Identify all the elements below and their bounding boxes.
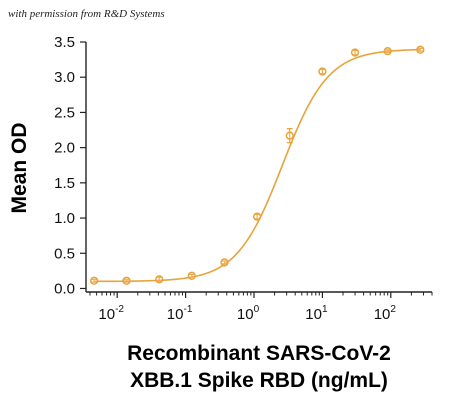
y-tick-label: 3.0 [54,69,75,86]
y-tick-label: 2.5 [54,104,75,121]
y-tick-label: 0.0 [54,280,75,297]
x-tick-exponent: 1 [322,304,328,315]
x-axis-title-line-2: XBB.1 Spike RBD (ng/mL) [130,369,388,392]
data-point [252,212,262,221]
y-axis-title: Mean OD [8,122,31,213]
plot-area: 0.00.51.01.52.02.53.03.510-2 10-1 100 101 10… [8,34,433,392]
x-tick-label: 101 [305,304,328,323]
x-tick-base: 10 [305,306,322,323]
y-tick-label: 0.5 [54,245,75,262]
x-tick-exponent: 0 [254,304,260,315]
x-axis-title-line-1: Recombinant SARS-CoV-2 [127,342,391,365]
y-tick-label: 1.5 [54,175,75,192]
y-tick-label: 3.5 [54,34,75,51]
data-point [220,258,229,267]
credit-note: with permission from R&D Systems [8,8,165,20]
data-point [122,276,131,285]
fit-curve [94,48,421,283]
data-point [187,271,196,280]
x-tick-label: 102 [374,304,397,323]
y-tick-label: 1.0 [54,210,75,227]
x-tick-base: 10 [237,306,254,323]
x-tick-base: 10 [167,306,184,323]
data-point [416,45,425,54]
y-tick-label: 2.0 [54,140,75,157]
data-point [89,276,99,285]
x-tick-base: 10 [98,306,115,323]
x-tick-exponent: 2 [390,304,396,315]
x-tick-base: 10 [374,306,391,323]
x-tick-label: 100 [237,304,260,323]
data-point [350,48,360,57]
data-point [318,67,327,76]
data-point [155,275,164,284]
x-tick-exponent: -1 [183,304,192,315]
data-point [285,131,294,140]
x-tick-label: 10-2 [98,304,124,323]
x-tick-exponent: -2 [115,304,124,315]
data-point [383,47,392,56]
x-tick-label: 10-1 [167,304,193,323]
